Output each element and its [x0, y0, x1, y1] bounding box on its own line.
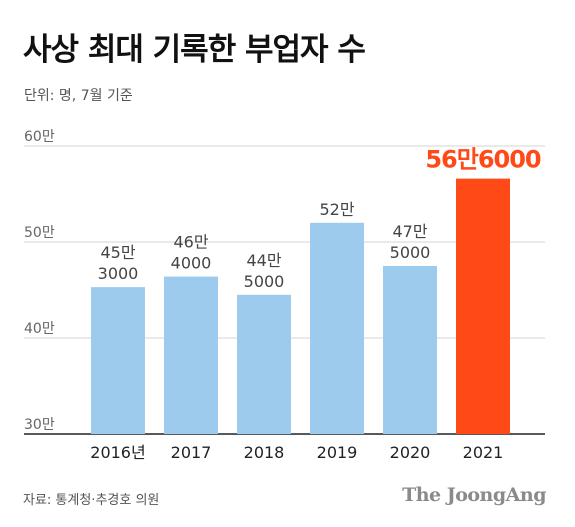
value-label: 45만: [100, 243, 135, 262]
unit-note: 단위: 명, 7월 기준: [24, 88, 133, 104]
publisher-logo: The JoongAng: [402, 484, 546, 506]
x-tick-label: 2018: [244, 443, 285, 462]
chart-title: 사상 최대 기록한 부업자 수: [23, 32, 366, 68]
bar: [383, 266, 437, 434]
value-label: 5000: [390, 243, 431, 262]
value-label: 52만: [319, 200, 354, 219]
source-note: 자료: 통계청·추경호 의원: [23, 493, 160, 508]
x-tick-label: 2016년: [90, 443, 145, 462]
value-label: 3000: [98, 264, 139, 283]
value-label: 47만: [392, 222, 427, 241]
value-label: 5000: [244, 272, 285, 291]
y-tick-label: 40만: [24, 321, 55, 337]
bar: [91, 287, 145, 434]
bar: [310, 222, 364, 434]
bar: [237, 294, 291, 434]
y-tick-labels: 30만 40만 50만 60만: [24, 129, 55, 433]
y-tick-label: 60만: [24, 129, 55, 145]
value-label: 44만: [246, 251, 281, 270]
value-label: 46만: [173, 233, 208, 252]
y-tick-label: 30만: [24, 417, 55, 433]
x-tick-label: 2017: [171, 443, 212, 462]
bars: [91, 178, 510, 434]
bar: [164, 276, 218, 434]
bar: [456, 178, 510, 434]
x-tick-label: 2021: [463, 443, 504, 462]
value-labels: 45만 3000 46만 4000 44만 5000 52만 47만 5000 56만6000: [98, 146, 542, 291]
y-tick-label: 50만: [24, 225, 55, 241]
x-tick-labels: 2016년 2017 2018 2019 2020 2021: [90, 443, 503, 462]
value-label: 4000: [171, 254, 212, 273]
x-tick-label: 2019: [317, 443, 358, 462]
x-tick-label: 2020: [390, 443, 431, 462]
value-label: 56만6000: [425, 146, 541, 174]
